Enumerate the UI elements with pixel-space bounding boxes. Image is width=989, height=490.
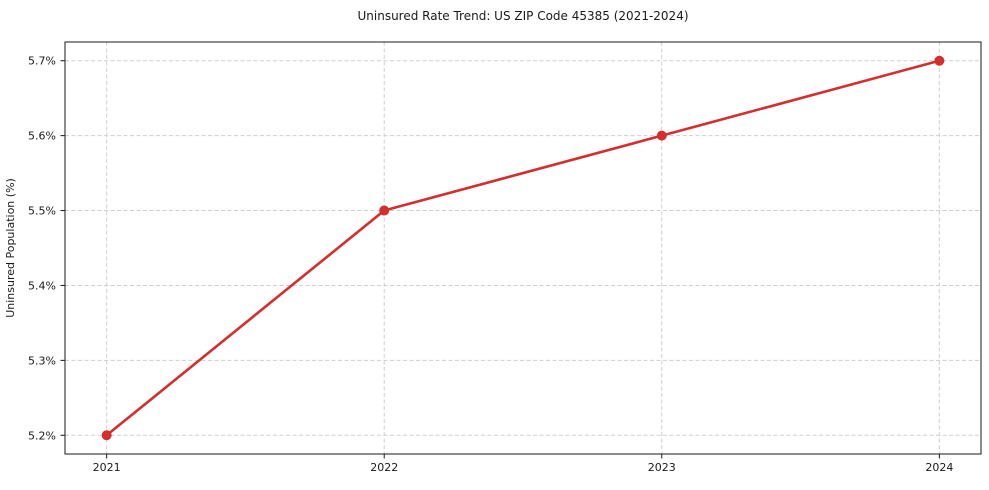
y-tick-label: 5.2% <box>28 429 56 442</box>
trend-line <box>105 59 941 437</box>
plot-border <box>64 41 982 455</box>
data-point-marker <box>101 430 112 441</box>
x-tick-label: 2022 <box>370 461 398 474</box>
data-point-marker <box>934 55 945 66</box>
x-tick-label: 2024 <box>925 461 953 474</box>
x-tick-label: 2021 <box>93 461 121 474</box>
y-tick-label: 5.7% <box>28 55 56 68</box>
y-tick-label: 5.3% <box>28 354 56 367</box>
x-tick-label: 2023 <box>648 461 676 474</box>
data-point-marker <box>379 205 390 216</box>
chart-title: Uninsured Rate Trend: US ZIP Code 45385 … <box>357 9 688 23</box>
y-tick-label: 5.5% <box>28 205 56 218</box>
data-point-marker <box>656 130 667 141</box>
y-tick-label: 5.6% <box>28 130 56 143</box>
plot-area: 5.2% 5.3% 5.4% 5.5% 5.6% 5.7% 2021 2022 2023 2024 <box>28 41 982 474</box>
y-tick-label: 5.4% <box>28 279 56 292</box>
y-axis-label: Uninsured Population (%) <box>4 178 17 318</box>
